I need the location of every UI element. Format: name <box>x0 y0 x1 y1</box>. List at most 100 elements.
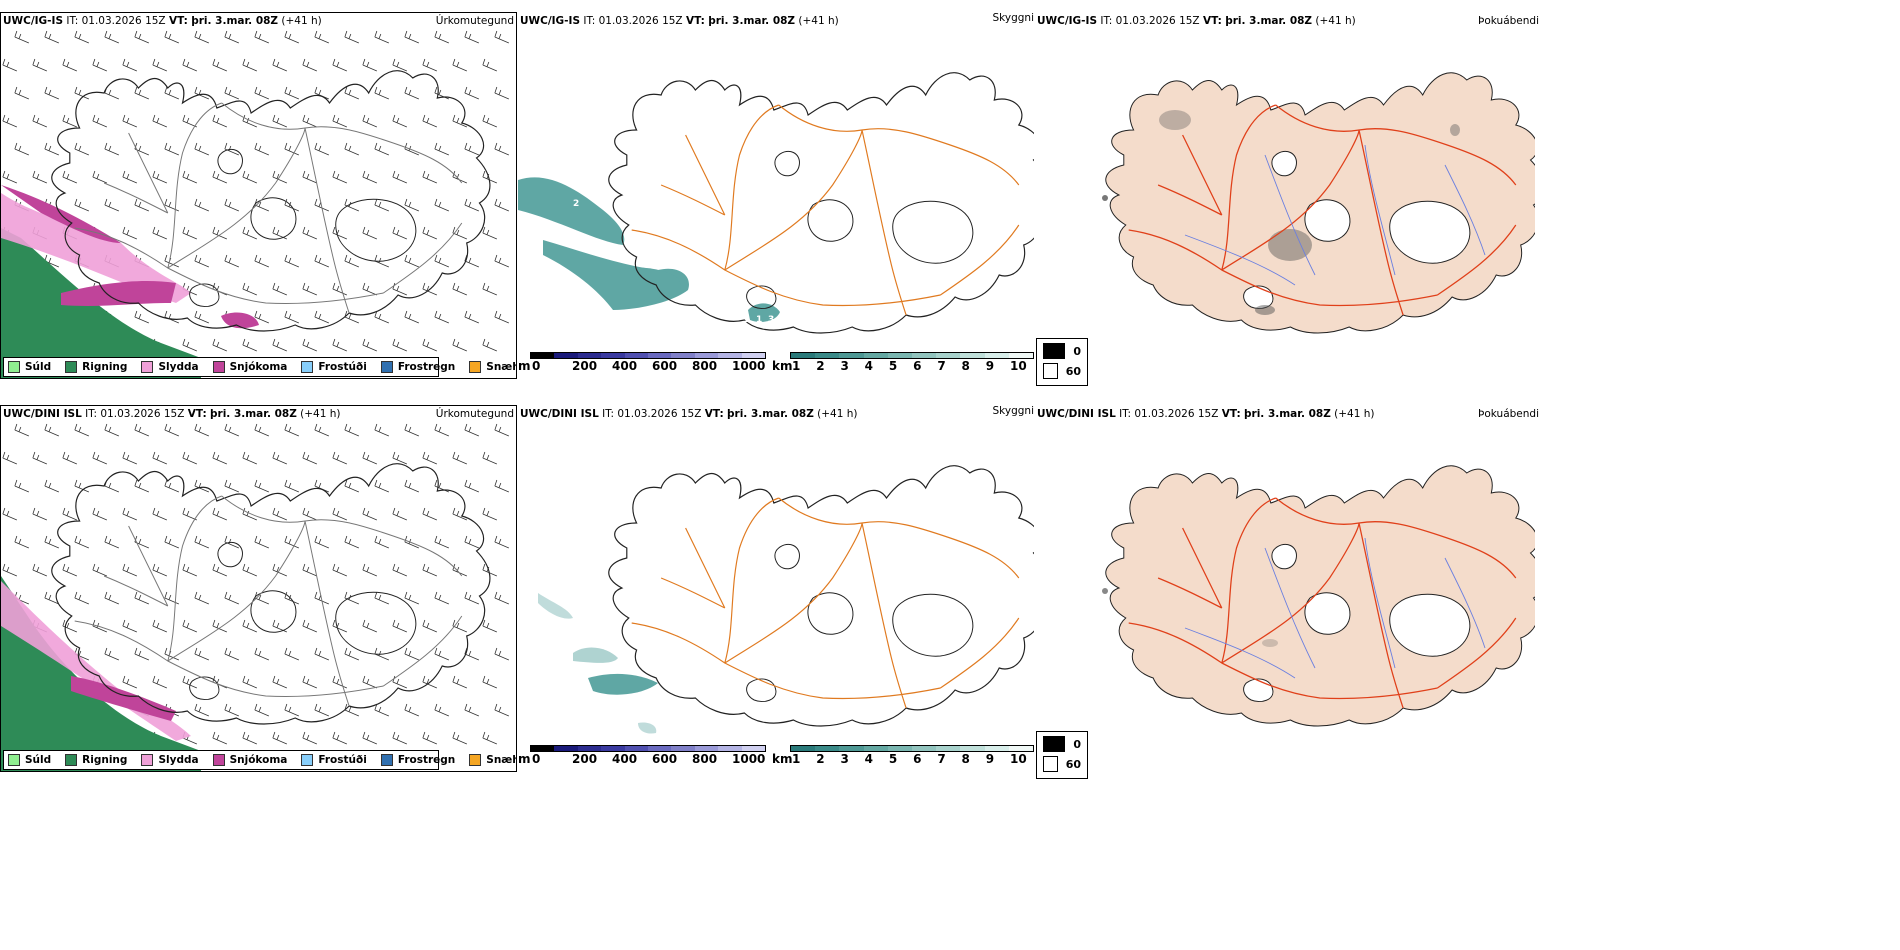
colorbar-tick-label: 0 <box>532 752 541 766</box>
wind-barb <box>494 30 510 44</box>
precip-type-panel: UWC/DINI ISL IT: 01.03.2026 15Z VT: þri.… <box>0 405 517 772</box>
precip-legend-item: Snjókoma <box>212 361 287 373</box>
panel-header: UWC/DINI ISL IT: 01.03.2026 15Z VT: þri.… <box>1037 408 1375 420</box>
colorbar-tick-label: 1000 <box>732 359 766 373</box>
colorbar-tick-label: 4 <box>864 359 874 373</box>
precip-legend-item: Rigning <box>65 361 127 373</box>
wind-barb <box>224 198 240 212</box>
wind-barb <box>164 142 180 156</box>
wind-barb <box>332 675 348 689</box>
colorbar-segment <box>936 353 961 358</box>
wind-barb <box>212 731 228 745</box>
wind-barb <box>182 619 198 633</box>
wind-barb <box>314 479 330 493</box>
colorbar-segment <box>815 746 840 751</box>
colorbar-tick-label: 1 <box>792 752 801 766</box>
colorbar-tick-label: 7 <box>937 752 946 766</box>
colorbar-tick-label: 10 <box>1010 752 1027 766</box>
wind-barb <box>272 114 288 128</box>
wind-barb <box>104 198 120 212</box>
wind-barb <box>482 338 498 352</box>
wind-barb <box>272 170 288 184</box>
wind-barb <box>494 310 510 324</box>
wind-barb <box>452 282 468 296</box>
colorbar-tick-label: 0 <box>532 359 541 373</box>
colorbar-tick-label: 800 <box>692 359 718 373</box>
wind-barb <box>92 58 108 72</box>
wind-barb <box>212 619 228 633</box>
wind-barb <box>92 563 108 577</box>
wind-barb <box>494 254 510 268</box>
wind-barb <box>32 170 48 184</box>
precip-map <box>1 423 510 771</box>
wind-barb <box>44 591 60 605</box>
colorbar-segment <box>887 746 913 751</box>
wind-barb <box>182 58 198 72</box>
wind-barb <box>332 451 348 465</box>
wind-barb <box>74 30 90 44</box>
precip-legend-item: Frostregn <box>380 361 455 373</box>
wind-barb <box>482 507 498 521</box>
wind-barb <box>404 703 420 717</box>
precip-legend-item: Slydda <box>141 754 199 766</box>
wind-barb <box>464 591 480 605</box>
colorbar-segment <box>554 746 578 751</box>
wind-barb <box>212 451 228 465</box>
colorbar-segment <box>648 353 672 358</box>
wind-barb <box>362 170 378 184</box>
legend-label: 0 <box>1073 737 1081 751</box>
wind-barb <box>104 591 120 605</box>
wind-barb <box>164 535 180 549</box>
wind-barb <box>272 619 288 633</box>
wind-barb <box>422 451 438 465</box>
wind-barb <box>362 114 378 128</box>
legend-label: Slydda <box>158 361 199 373</box>
panel-title: Úrkomutegund <box>435 408 514 420</box>
panel-header: UWC/DINI ISL IT: 01.03.2026 15Z VT: þri.… <box>3 408 341 420</box>
wind-barb <box>284 591 300 605</box>
colorbar-segment <box>718 353 742 358</box>
wind-barb <box>92 114 108 128</box>
wind-barb <box>284 198 300 212</box>
wind-barb <box>392 338 408 352</box>
legend-label: Snæhagl <box>486 361 516 373</box>
wind-barb <box>422 170 438 184</box>
colorbar-segment <box>694 353 719 358</box>
wind-barb <box>434 647 450 661</box>
colorbar-segment <box>936 746 961 751</box>
wind-barb <box>374 479 390 493</box>
colorbar-segment <box>912 746 937 751</box>
wind-barb <box>212 58 228 72</box>
wind-barb <box>194 86 210 100</box>
wind-barb <box>14 86 30 100</box>
legend-label: Frostúði <box>318 361 367 373</box>
wind-barb <box>452 675 468 689</box>
wind-barb <box>302 731 318 745</box>
colorbar-segment <box>912 353 937 358</box>
legend-swatch <box>141 361 154 373</box>
colorbar-tick-label: 7 <box>937 359 946 373</box>
wind-barb <box>434 423 450 437</box>
wind-barb <box>494 703 510 717</box>
wind-barb <box>74 535 90 549</box>
legend-label: Súld <box>25 361 52 373</box>
colorbar-segment <box>984 746 1009 751</box>
legend-swatch <box>1043 756 1058 772</box>
wind-barb <box>332 507 348 521</box>
colorbar-tick-label: 200 <box>572 752 598 766</box>
wind-barb <box>194 254 210 268</box>
colorbar-tick-label: 800 <box>692 752 718 766</box>
precip-legend-item: Snæhagl <box>469 361 516 373</box>
wind-barb <box>482 451 498 465</box>
visibility-colorbar: km 1 2 3 4 5 6 7 8 9 10 <box>772 352 1034 376</box>
wind-barb <box>344 86 360 100</box>
wind-barb <box>362 563 378 577</box>
wind-barb <box>164 310 180 324</box>
wind-barb <box>392 563 408 577</box>
wind-barb <box>254 142 270 156</box>
wind-barb <box>242 451 258 465</box>
wind-barb <box>434 86 450 100</box>
wind-barb <box>482 114 498 128</box>
panel-header: UWC/DINI ISL IT: 01.03.2026 15Z VT: þri.… <box>520 408 858 420</box>
fog-indicator-shading <box>1102 588 1278 647</box>
